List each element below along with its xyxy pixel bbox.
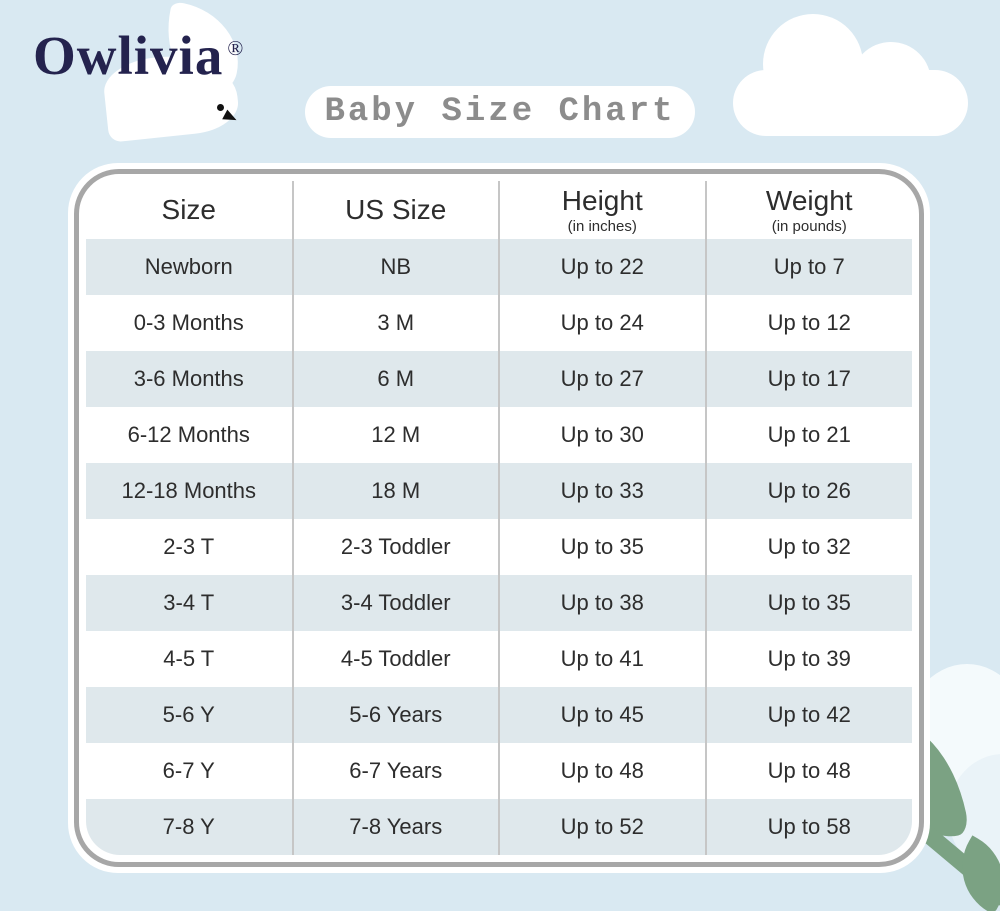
table-cell: Up to 58 [704,799,912,855]
column-header: Weight (in pounds) [704,181,912,239]
size-table-header: Size US Size Height (in inches) Weight (in po… [86,181,912,239]
column-header-unit: (in inches) [567,218,637,235]
table-cell: 6-7 Years [291,743,499,799]
table-cell: 12 M [291,407,499,463]
table-cell: Up to 33 [498,463,706,519]
table-row: 3-6 Months 6 M Up to 27 Up to 17 [86,351,912,407]
table-cell: Up to 17 [704,351,912,407]
table-cell: 5-6 Y [86,687,293,743]
table-cell: 3 M [291,295,499,351]
page-title-text: Baby Size Chart [324,93,676,131]
table-cell: Up to 48 [498,743,706,799]
table-row: 3-4 T 3-4 Toddler Up to 38 Up to 35 [86,575,912,631]
table-cell: Up to 30 [498,407,706,463]
table-row: 6-12 Months 12 M Up to 30 Up to 21 [86,407,912,463]
table-row: 5-6 Y 5-6 Years Up to 45 Up to 42 [86,687,912,743]
table-cell: Up to 39 [704,631,912,687]
dove-icon [101,0,249,143]
table-row: 7-8 Y 7-8 Years Up to 52 Up to 58 [86,799,912,855]
table-cell: 2-3 T [163,534,215,559]
table-cell: 3-6 Months [86,351,293,407]
table-cell: 6 M [291,351,499,407]
table-row: 12-18 Months 18 M Up to 33 Up to 26 [86,463,912,519]
table-cell: 7-8 Years [291,799,499,855]
cloud-bump-left [763,14,863,114]
table-cell: Newborn [86,239,293,295]
table-cell: Up to 12 [704,295,912,351]
column-header: Height (in inches) [498,181,706,239]
table-cell: 4-5 T [163,646,215,671]
table-cell: 4-5 Toddler [291,631,499,687]
table-cell: 7-8 Y [86,799,293,855]
table-cell: 0-3 Months [133,310,244,335]
table-cell: Up to 22 [498,239,706,295]
table-cell: Up to 7 [704,239,912,295]
table-cell: Up to 48 [704,743,912,799]
table-row: 2-3 T 2-3 Toddler Up to 35 Up to 32 [86,519,912,575]
brand-logo: Owlivia ® [33,24,244,87]
table-cell: 3-4 T [86,575,293,631]
column-header: Size [161,194,216,225]
brand-logo-text: Owlivia [33,25,224,86]
cloud-icon [733,14,968,136]
cloud-bump-right [851,42,931,122]
table-cell: 6-7 Y [162,758,215,783]
size-table-card: Size US Size Height (in inches) Weight (in po… [68,163,930,873]
table-row: Newborn NB Up to 22 Up to 7 [86,239,912,295]
size-table-body: Newborn NB Up to 22 Up to 7 0-3 Months 3 M Up … [86,239,912,855]
size-table: Size US Size Height (in inches) Weight (in po… [86,181,912,855]
header-row: Size US Size Height (in inches) Weight (in po… [86,181,912,239]
table-cell: Up to 32 [704,519,912,575]
column-header: US Size [291,181,499,239]
table-cell: NB [291,239,499,295]
size-table-frame: Size US Size Height (in inches) Weight (in po… [74,169,924,867]
table-cell: Up to 27 [498,351,706,407]
table-cell: Up to 26 [704,463,912,519]
table-cell: Up to 35 [704,575,912,631]
table-cell: Up to 45 [498,687,706,743]
table-cell: Up to 24 [498,295,706,351]
table-row: 4-5 T 4-5 Toddler Up to 41 Up to 39 [86,631,912,687]
table-row: 0-3 Months 3 M Up to 24 Up to 12 [86,295,912,351]
table-cell: Up to 21 [704,407,912,463]
table-cell: Up to 52 [498,799,706,855]
table-cell: Up to 35 [498,519,706,575]
table-cell: 18 M [291,463,499,519]
table-cell: 12-18 Months [86,463,293,519]
dove-eye [217,104,224,111]
registered-trademark-symbol: ® [227,35,245,60]
column-header-unit: (in pounds) [771,218,847,235]
table-cell: 5-6 Years [291,687,499,743]
page-title: Baby Size Chart [305,86,695,138]
table-row: 6-7 Y 6-7 Years Up to 48 Up to 48 [86,743,912,799]
table-cell: Up to 41 [498,631,706,687]
size-table-clip: Size US Size Height (in inches) Weight (in po… [86,181,912,855]
table-cell: Up to 38 [498,575,706,631]
table-cell: 6-12 Months [127,422,250,447]
table-cell: 2-3 Toddler [291,519,499,575]
table-cell: 3-4 Toddler [291,575,499,631]
table-cell: Up to 42 [704,687,912,743]
